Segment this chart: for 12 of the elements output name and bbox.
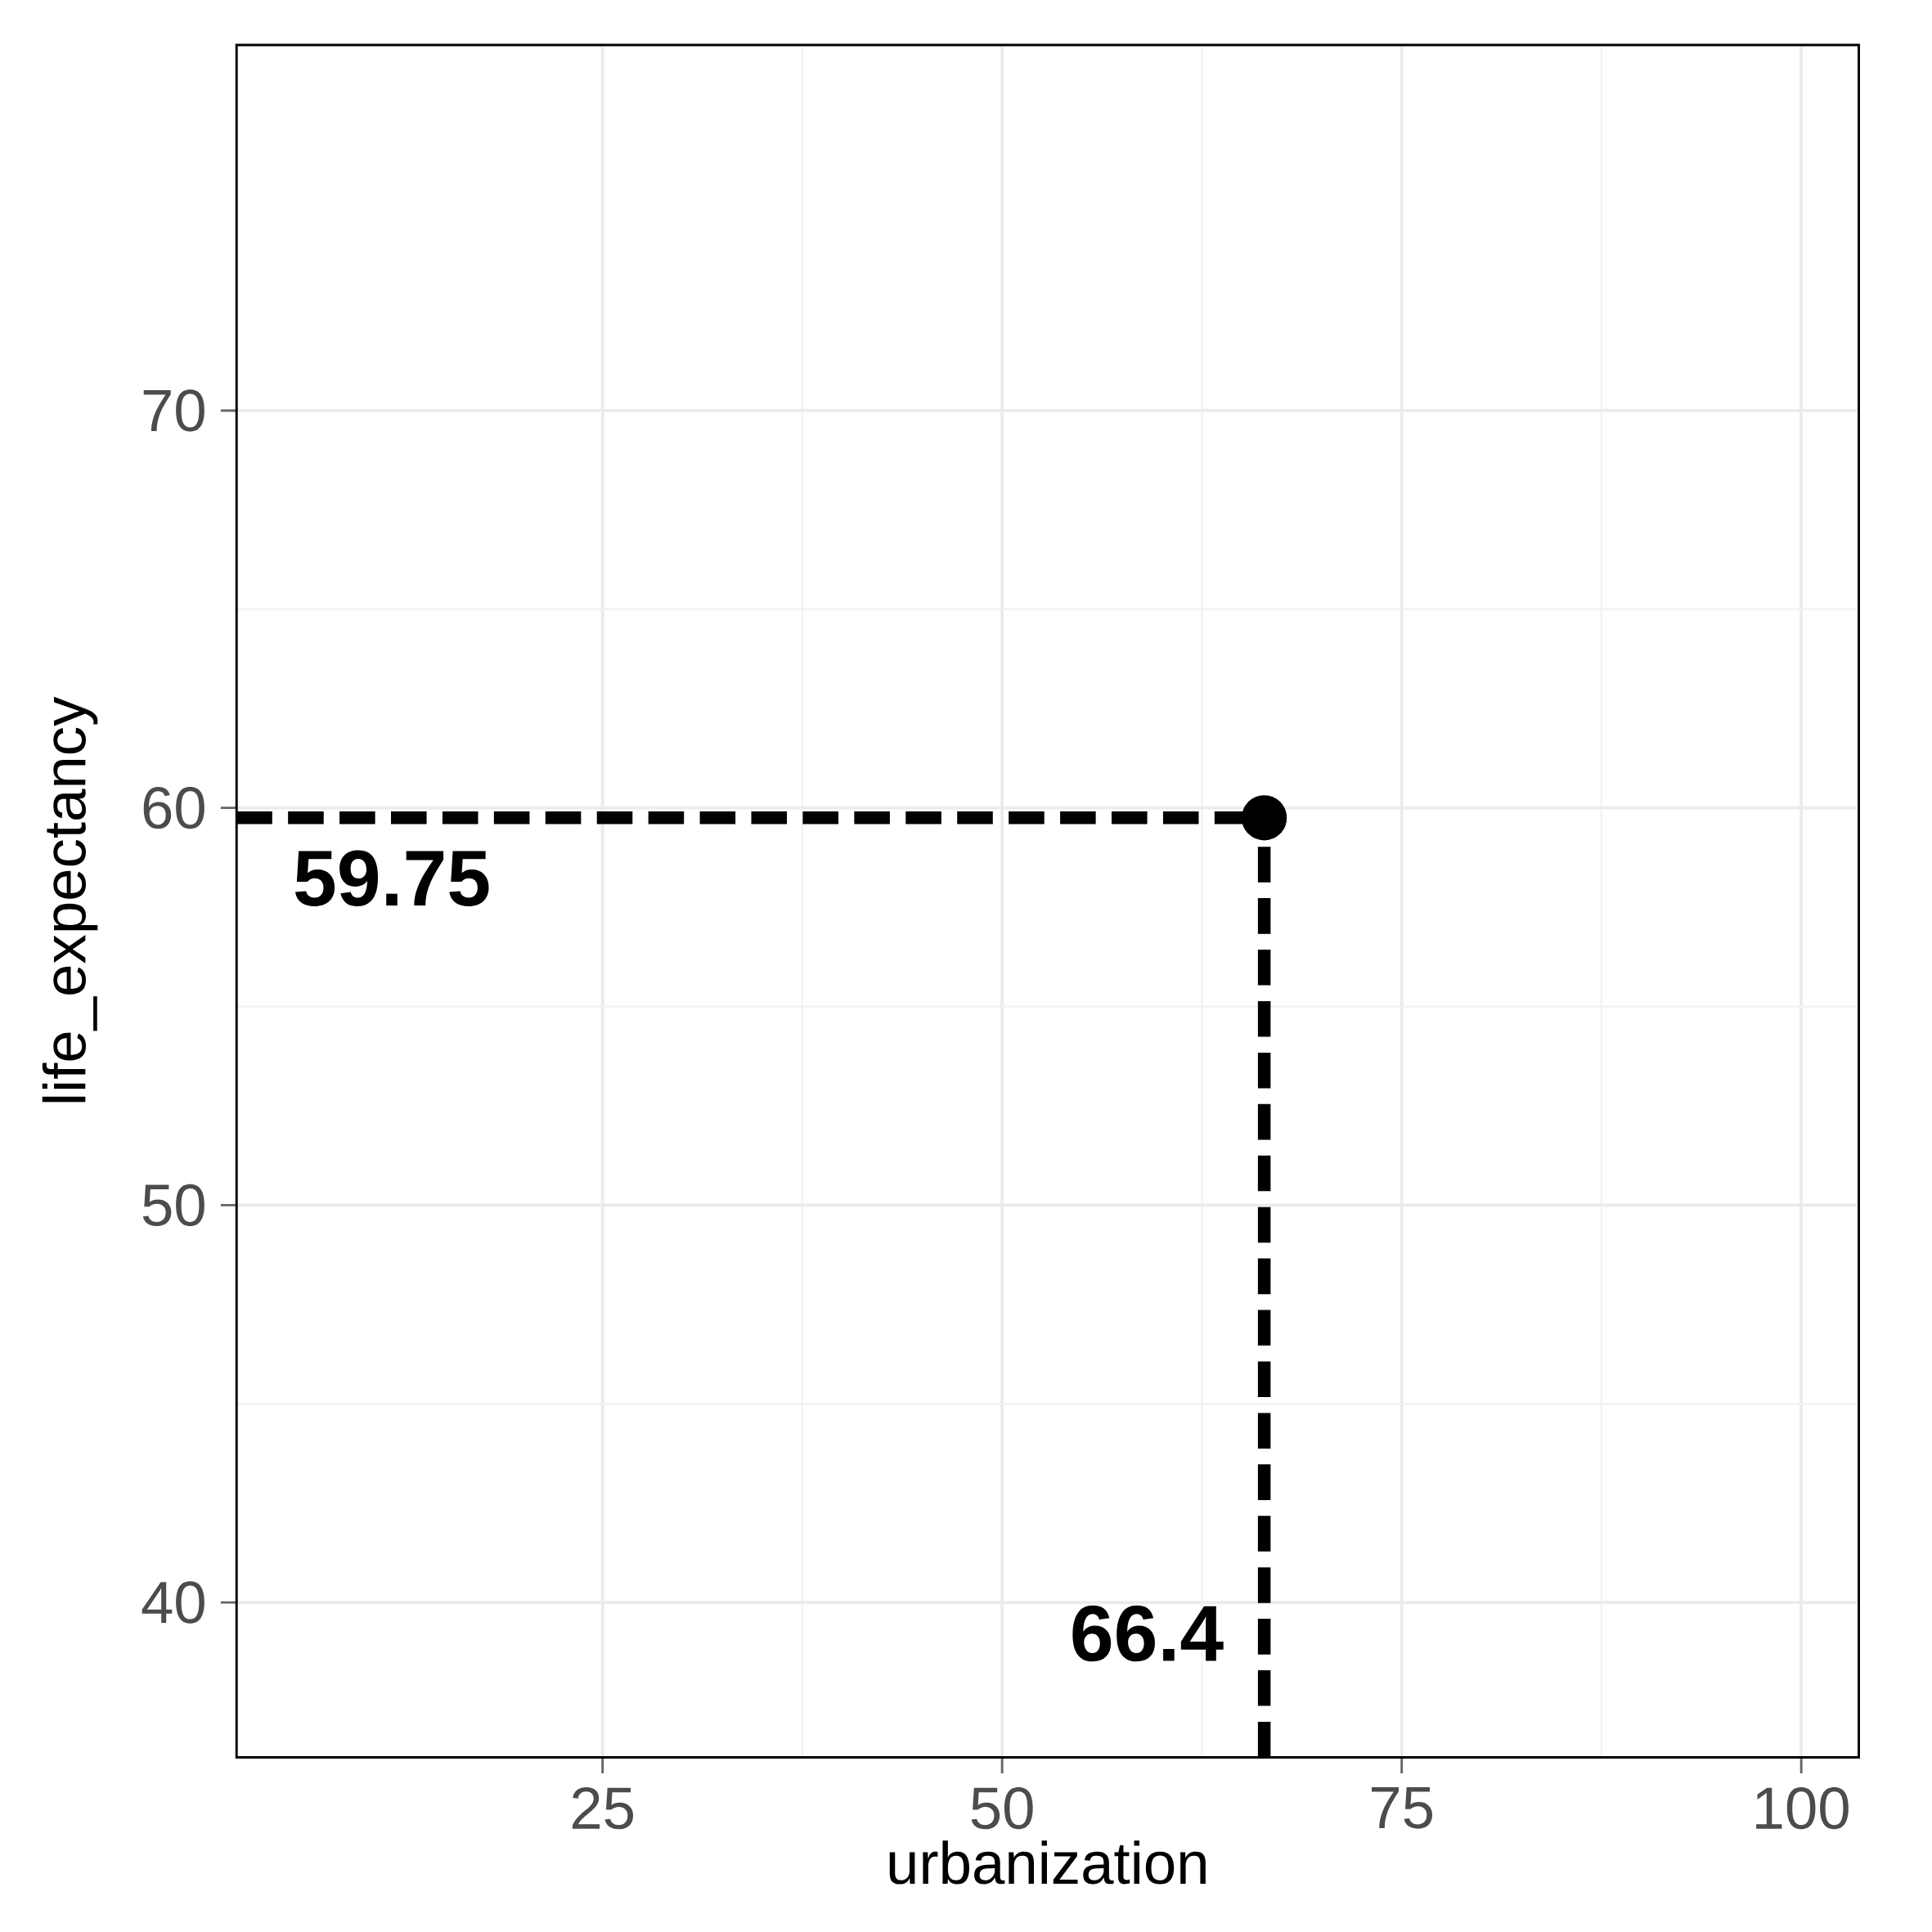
y-axis-title: life_expectancy (42, 696, 98, 1103)
ref-line-label: 59.75 (294, 850, 489, 906)
x-tick-label: 50 (971, 1786, 1033, 1830)
y-tick-label: 50 (142, 1184, 204, 1227)
y-tick-label: 40 (142, 1581, 204, 1624)
x-tick-label: 25 (572, 1786, 634, 1830)
x-axis-title: urbanization (889, 1840, 1206, 1885)
x-tick-label: 75 (1372, 1786, 1433, 1829)
y-tick-label: 70 (143, 389, 204, 432)
ref-line-label: 66.4 (1072, 1605, 1224, 1662)
y-tick-label: 60 (143, 786, 204, 829)
x-tick-label: 100 (1756, 1786, 1849, 1830)
